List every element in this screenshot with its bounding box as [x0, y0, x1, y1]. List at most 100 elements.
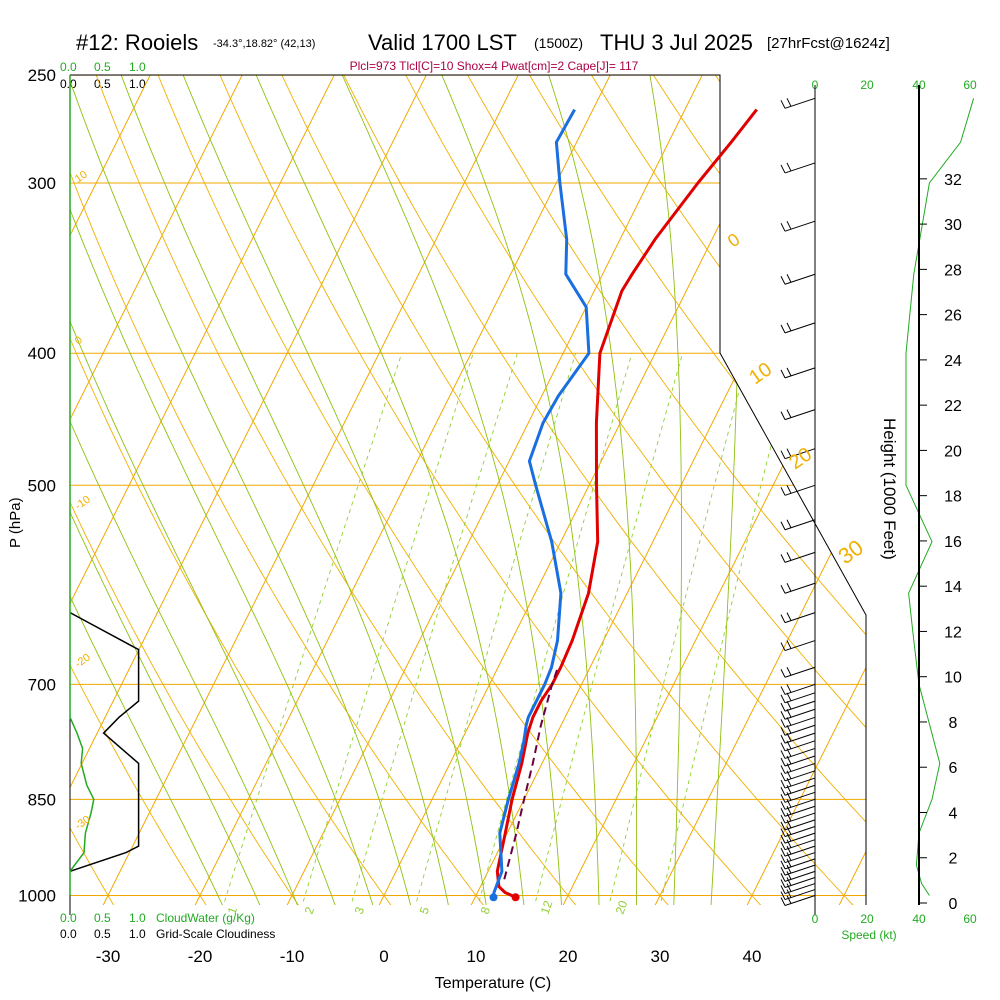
utc-time: (1500Z)	[534, 35, 583, 51]
scale-cloudiness-top-0: 0.0	[60, 77, 77, 91]
wind-barb-feather	[786, 858, 792, 868]
top-cloudwater-scale: 0.0 0.5 1.0	[60, 60, 146, 74]
wind-barb-feather	[780, 814, 786, 824]
wind-barb	[780, 97, 816, 109]
scale-cloudiness-bottom-2: 1.0	[129, 927, 146, 941]
wind-barb-staff	[784, 640, 816, 652]
wind-barb-staff	[784, 519, 816, 531]
height-tick-label: 28	[944, 262, 962, 279]
wind-barb-feather	[786, 883, 792, 892]
wind-barb-feather	[780, 164, 786, 174]
surface-point-dewpoint	[489, 893, 498, 902]
wind-barb	[780, 826, 816, 838]
wind-barb-feather	[786, 819, 792, 829]
pressure-tick-label: 850	[28, 790, 56, 809]
dry-adiabat-80	[454, 75, 866, 905]
wind-barb-staff	[784, 864, 816, 876]
wind-barb	[780, 784, 816, 796]
mixing-ratio-label: 2	[302, 905, 318, 916]
mixing-ratio-label: 20	[613, 898, 631, 916]
temperature-tick-label: 30	[651, 947, 670, 966]
wind-barb-feather	[786, 812, 792, 822]
background-grid	[69, 74, 867, 915]
wind-barb-feather	[786, 852, 792, 861]
wind-barb-feather	[786, 612, 792, 621]
temperature-tick-label: -30	[96, 947, 121, 966]
wind-barb-staff	[784, 832, 816, 844]
wind-barb-staff	[784, 582, 816, 594]
wind-barb-feather	[786, 220, 792, 230]
wind-barb-staff	[784, 692, 816, 704]
temperature-tick-label: 40	[743, 947, 762, 966]
plot-frame	[70, 74, 867, 905]
wind-barb-feather	[780, 222, 786, 232]
wind-barb-staff	[784, 716, 816, 728]
wind-barb	[780, 692, 816, 704]
wind-barb-staff	[784, 858, 816, 870]
wind-barb-staff	[784, 273, 816, 285]
height-tick-label: 30	[944, 217, 962, 234]
dry-adiabat-10	[70, 75, 499, 905]
wind-barb	[780, 791, 816, 803]
scale-cloudiness-top-2: 1.0	[129, 77, 146, 91]
wind-barb-staff	[784, 700, 816, 712]
wind-barb-staff	[784, 819, 816, 831]
wind-barb-staff	[784, 877, 816, 888]
wind-barb-staff	[784, 755, 816, 767]
wind-barb	[780, 819, 816, 831]
speed-bottom-0: 0	[812, 912, 819, 926]
wind-barb-staff	[784, 762, 816, 774]
height-tick-label: 20	[944, 443, 962, 460]
moist-adiabat--15	[70, 75, 233, 905]
height-tick-label: 12	[944, 624, 962, 641]
dry-adiabat-0	[70, 75, 406, 905]
wind-barb-staff	[784, 747, 816, 759]
temperature-tick-label: 10	[467, 947, 486, 966]
wind-barb-staff	[784, 612, 816, 624]
speed-top-20: 20	[860, 78, 874, 92]
scale-cloudwater-bottom-2: 1.0	[129, 911, 146, 925]
wind-barb	[780, 762, 816, 774]
wind-barb-feather	[786, 832, 792, 842]
moist-adiabat-1	[70, 75, 380, 905]
wind-barb-feather	[786, 871, 792, 880]
mixing-ratio-8	[472, 353, 633, 905]
wind-barb-staff	[784, 708, 816, 720]
wind-barb	[780, 582, 816, 594]
height-tick-label: 16	[944, 534, 962, 551]
wind-barb-feather	[786, 640, 792, 649]
wind-barb-staff	[784, 889, 816, 901]
mixing-ratio-1	[216, 353, 403, 905]
pressure-tick-label: 1000	[18, 887, 56, 906]
isotherm--10	[286, 75, 703, 905]
moist-adiabat-13	[173, 75, 490, 905]
mixing-ratio-20	[604, 353, 750, 905]
wind-barb-staff	[784, 551, 816, 563]
wind-barb-staff	[784, 409, 816, 421]
mixing-ratio-12	[529, 353, 684, 905]
valid-date: THU 3 Jul 2025	[600, 30, 753, 55]
wind-barb-feather	[780, 642, 786, 651]
wind-barb-feather	[780, 742, 786, 752]
dry-adiabat-label: 0	[73, 334, 85, 347]
wind-barb-staff	[784, 777, 816, 789]
height-tick-label: 24	[944, 353, 962, 370]
wind-barb-feather	[780, 841, 786, 850]
top-speed-scale: 0 20 40 60	[812, 78, 977, 92]
height-tick-label: 32	[944, 172, 962, 189]
wind-barb-staff	[784, 770, 816, 782]
wind-barb-feather	[780, 866, 786, 876]
dry-adiabat-140	[821, 75, 866, 905]
wind-barb	[780, 666, 816, 678]
wind-barb-feather	[780, 702, 786, 712]
wind-barb-feather	[780, 669, 786, 678]
wind-barb	[780, 273, 816, 285]
wind-barb-feather	[780, 885, 786, 894]
cloudiness-label: Grid-Scale Cloudiness	[156, 927, 275, 941]
wind-barb-staff	[784, 732, 816, 744]
series-line-parcel	[503, 666, 559, 880]
wind-barb	[780, 484, 816, 496]
wind-barb-staff	[784, 484, 816, 496]
series-line-dewpoint	[492, 108, 591, 898]
wind-barb-staff	[784, 852, 816, 864]
